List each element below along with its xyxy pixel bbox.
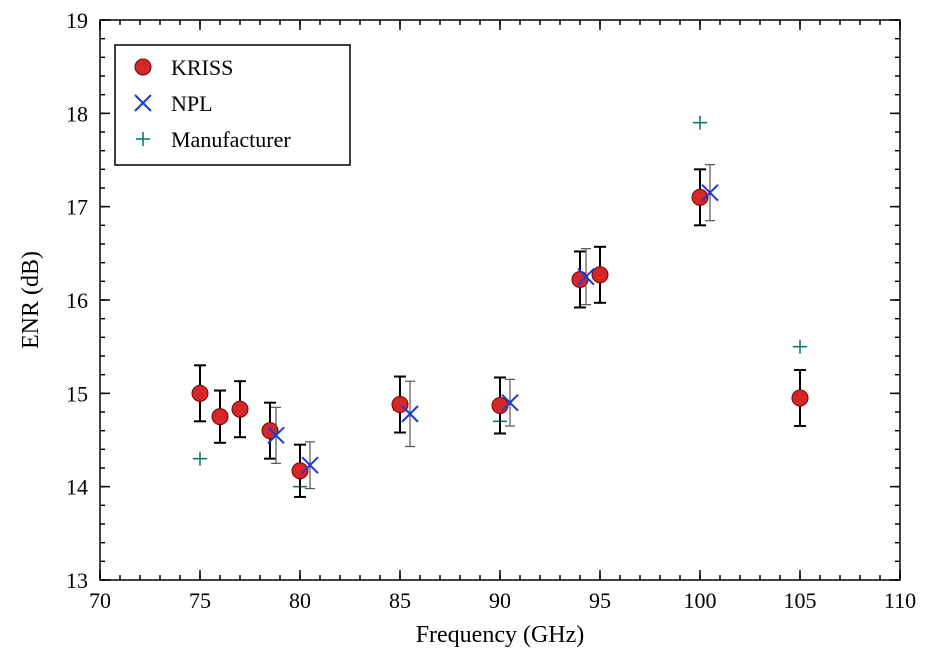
y-tick-label: 17 <box>66 195 88 220</box>
legend-label: Manufacturer <box>171 127 291 152</box>
x-tick-label: 105 <box>784 588 817 613</box>
x-tick-label: 70 <box>89 588 111 613</box>
x-tick-label: 75 <box>189 588 211 613</box>
legend-marker-circle <box>135 59 151 75</box>
legend-label: KRISS <box>171 55 233 80</box>
marker-circle <box>192 385 208 401</box>
enr-chart-container: 70 75 80 85 90 95 100 105 110 Frequency (GHz) 13 14… <box>0 0 928 665</box>
x-tick-label: 95 <box>589 588 611 613</box>
y-tick-label: 15 <box>66 381 88 406</box>
y-tick-label: 16 <box>66 288 88 313</box>
y-tick-label: 18 <box>66 101 88 126</box>
x-tick-label: 100 <box>684 588 717 613</box>
y-tick-label: 13 <box>66 568 88 593</box>
marker-circle <box>492 397 508 413</box>
x-tick-label: 90 <box>489 588 511 613</box>
y-tick-label: 14 <box>66 475 88 500</box>
x-axis-title: Frequency (GHz) <box>416 622 585 648</box>
x-tick-label: 80 <box>289 588 311 613</box>
x-tick-label: 110 <box>884 588 916 613</box>
legend-label: NPL <box>171 91 213 116</box>
legend: KRISS NPL Manufacturer <box>115 45 350 165</box>
y-axis-title: ENR (dB) <box>18 251 44 349</box>
y-tick-label: 19 <box>66 8 88 33</box>
x-tick-label: 85 <box>389 588 411 613</box>
marker-circle <box>792 390 808 406</box>
marker-circle <box>232 401 248 417</box>
marker-circle <box>212 409 228 425</box>
enr-chart: 70 75 80 85 90 95 100 105 110 Frequency (GHz) 13 14… <box>0 0 928 665</box>
